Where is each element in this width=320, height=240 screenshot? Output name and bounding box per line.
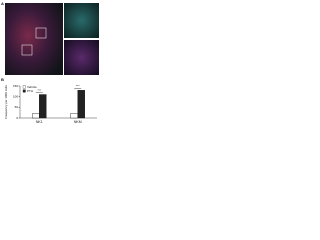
- annotation: ***: [76, 84, 80, 88]
- panel-label: B: [1, 77, 4, 82]
- bar: [77, 90, 85, 119]
- x-tick-label: NK1: [36, 120, 43, 124]
- annotation: ***: [37, 88, 41, 92]
- y-tick-label: 50: [15, 105, 19, 109]
- y-tick-label: 0: [16, 116, 18, 120]
- legend-swatch: [22, 89, 26, 93]
- inset-box: [21, 44, 33, 56]
- figure: A B Frequency per 1000 cells 0 50 100 150 Ve…: [1, 1, 99, 124]
- y-tick-label: 150: [13, 84, 18, 88]
- panel-label: A: [1, 1, 4, 6]
- bar: [32, 113, 40, 119]
- micrograph-inset: [64, 40, 99, 75]
- bar: [39, 94, 47, 119]
- inset-box: [35, 27, 47, 39]
- y-tick-label: 100: [13, 94, 18, 98]
- legend-swatch: [22, 85, 26, 89]
- legend-label: Vehicle: [27, 85, 37, 89]
- legend-label: PTH: [27, 89, 33, 93]
- x-tick-label: NKM: [74, 120, 82, 124]
- micrograph-inset: [64, 3, 99, 38]
- bar: [70, 113, 78, 119]
- y-axis-label: Frequency per 1000 cells: [4, 85, 8, 119]
- micrograph: [5, 3, 63, 75]
